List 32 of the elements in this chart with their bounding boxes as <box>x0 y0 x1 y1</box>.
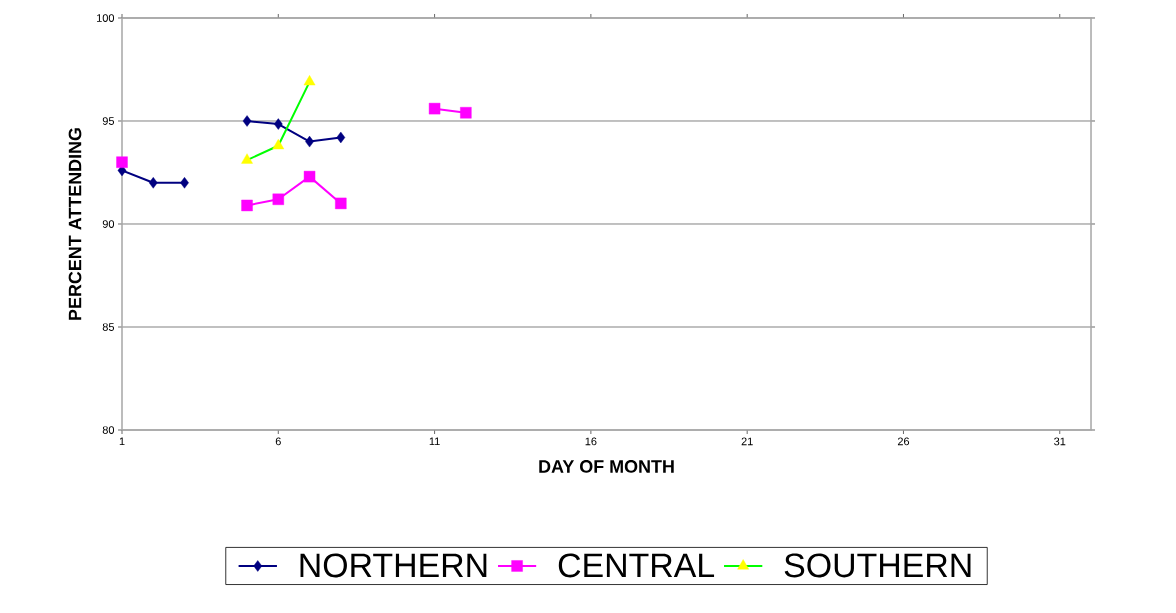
point <box>148 177 158 189</box>
y-tick-label: 100 <box>97 14 115 22</box>
point <box>336 131 346 144</box>
legend-label: NORTHERN <box>300 553 487 578</box>
point <box>303 170 316 183</box>
legend-label: CENTRAL <box>558 553 715 578</box>
x-tick-label: 26 <box>897 437 910 446</box>
point <box>303 75 316 86</box>
point <box>273 118 283 130</box>
point <box>272 193 284 205</box>
x-tick-label: 1 <box>119 437 125 446</box>
point <box>241 199 253 212</box>
y-tick-label: 95 <box>102 117 115 125</box>
point <box>335 197 347 210</box>
point <box>242 115 252 127</box>
y-tick-label: 85 <box>102 323 115 331</box>
x-tick-label: 6 <box>275 437 281 446</box>
x-tick-label: 11 <box>429 437 440 446</box>
point <box>116 156 128 168</box>
y-axis-title: PERCENT ATTENDING <box>68 128 82 320</box>
point <box>428 102 441 115</box>
point <box>272 139 285 150</box>
y-tick-label: 80 <box>102 426 115 434</box>
point <box>180 177 189 189</box>
legend-label: SOUTHERN <box>784 553 971 578</box>
point <box>241 153 253 164</box>
y-tick-label: 90 <box>102 220 115 228</box>
x-axis-title: DAY OF MONTH <box>539 460 674 473</box>
x-tick-label: 21 <box>741 437 753 446</box>
point <box>460 107 472 119</box>
x-tick-label: 31 <box>1054 437 1066 446</box>
x-tick-label: 16 <box>585 437 597 446</box>
